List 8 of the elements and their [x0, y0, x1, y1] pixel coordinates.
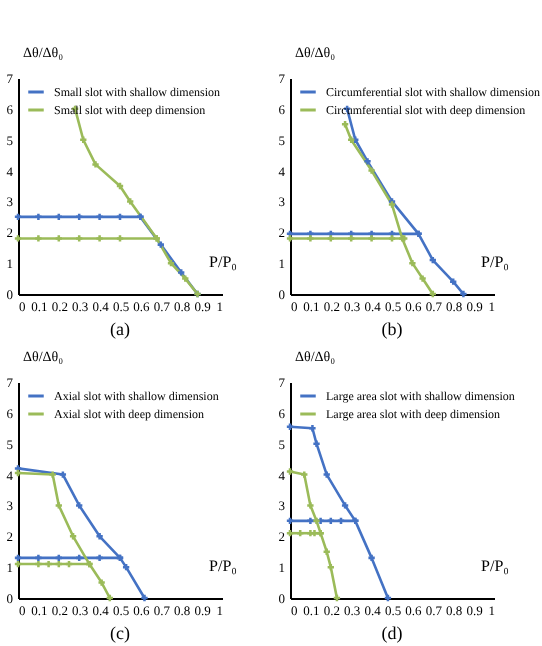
x-axis-title: P/P₀: [209, 253, 238, 271]
text: (b): [381, 319, 403, 339]
text: (a): [110, 319, 130, 339]
x-axis-title: P/P₀: [481, 253, 510, 271]
text: (d): [381, 623, 403, 643]
text: (c): [110, 623, 130, 643]
x-axis-title: P/P₀: [209, 557, 238, 575]
x-axis-title: P/P₀: [481, 557, 510, 575]
